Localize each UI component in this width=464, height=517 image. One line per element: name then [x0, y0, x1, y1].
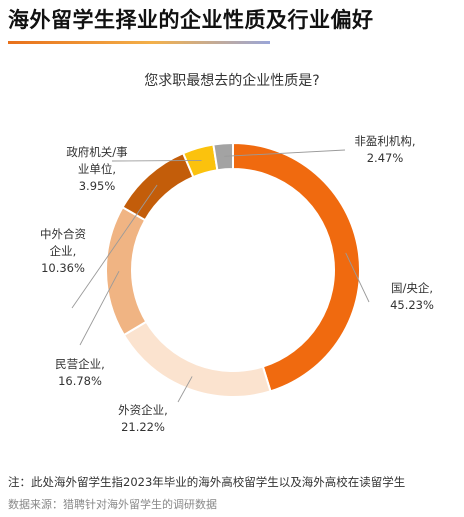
leader-line-6 [224, 149, 346, 157]
leader-line-4 [71, 184, 158, 309]
slice-label-1: 国/央企, 45.23% [390, 281, 434, 312]
data-source: 数据来源：猎聘针对海外留学生的调研数据 [8, 498, 217, 511]
slice-label-line: 企业, [50, 244, 77, 258]
slice-label-line: 业单位, [78, 162, 116, 176]
slice-label-line: 非盈利机构, [354, 134, 415, 148]
slice-label-line: 外资企业, [118, 403, 168, 417]
slice-6 [212, 141, 234, 172]
slice-label-2: 外资企业, 21.22% [118, 403, 168, 434]
footnote: 注：此处海外留学生指2023年毕业的海外高校留学生以及海外高校在读留学生 [8, 475, 406, 489]
page-title: 海外留学生择业的企业性质及行业偏好 [8, 8, 374, 32]
title-underline [8, 41, 270, 44]
slice-label-line: 政府机关/事 [66, 145, 127, 159]
slice-label-line: 中外合资 [40, 227, 86, 241]
slice-2 [122, 320, 272, 398]
chart-title: 您求职最想去的企业性质是? [144, 73, 320, 89]
slice-label-6: 非盈利机构, 2.47% [354, 134, 415, 165]
slice-label-line: 10.36% [41, 261, 85, 275]
leader-line-5 [111, 159, 202, 162]
slice-label-4: 中外合资企业, 10.36% [40, 227, 86, 275]
slice-1 [232, 141, 361, 393]
slice-label-line: 16.78% [58, 374, 102, 388]
slice-label-line: 2.47% [367, 151, 404, 165]
slice-4 [121, 151, 195, 222]
slice-label-line: 21.22% [121, 420, 165, 434]
slice-label-line: 民营企业, [55, 357, 105, 371]
slice-label-line: 45.23% [390, 298, 434, 312]
leader-line-1 [345, 252, 370, 303]
slice-label-3: 民营企业, 16.78% [55, 357, 105, 388]
slice-3 [105, 205, 148, 337]
slice-label-line: 国/央企, [391, 281, 433, 295]
leader-line-3 [79, 270, 120, 346]
slice-label-5: 政府机关/事业单位, 3.95% [66, 145, 127, 193]
slice-label-line: 3.95% [79, 179, 116, 193]
leader-line-2 [177, 376, 193, 403]
